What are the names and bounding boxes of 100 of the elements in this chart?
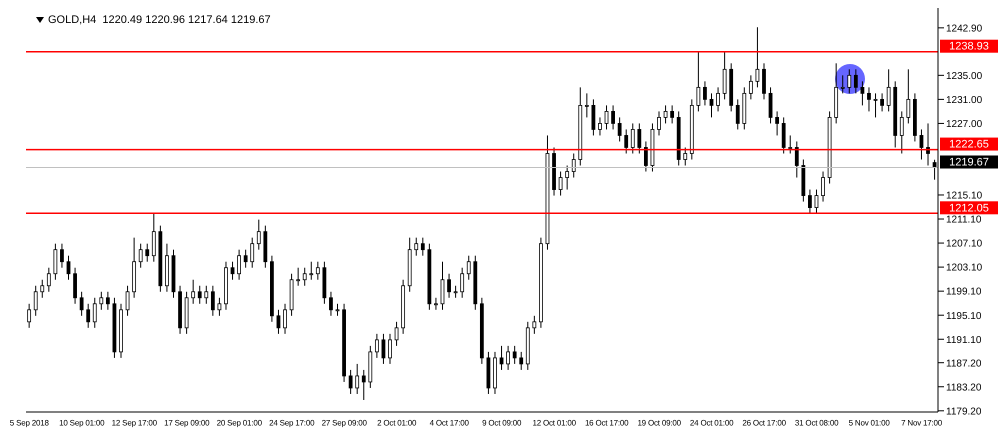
- y-tick-label: 1203.10: [946, 262, 983, 274]
- ref-line-label: 1219.67: [949, 156, 989, 168]
- x-tick-label: 17 Sep 09:00: [164, 418, 210, 428]
- candlestick: [60, 243, 64, 268]
- candlestick: [256, 219, 261, 250]
- candlestick: [808, 189, 812, 214]
- x-tick-label: 10 Sep 01:00: [59, 418, 106, 428]
- y-tick-label: 1211.10: [946, 214, 982, 226]
- candlestick: [388, 333, 392, 364]
- candlestick: [66, 255, 70, 280]
- candlestick: [906, 68, 910, 124]
- candlestick: [460, 267, 464, 298]
- candlestick: [900, 110, 904, 154]
- candlestick: [598, 116, 602, 136]
- candlestick: [703, 80, 707, 106]
- candlestick: [670, 104, 674, 124]
- y-tick-label: 1183.20: [946, 382, 982, 394]
- x-tick-label: 24 Sep 17:00: [269, 418, 316, 428]
- candlestick: [506, 345, 510, 370]
- candlestick: [867, 86, 871, 112]
- x-tick-label: 5 Nov 01:00: [848, 418, 890, 428]
- y-tick-label: 1191.10: [946, 334, 982, 346]
- y-tick-label: 1187.20: [946, 358, 982, 370]
- ref-line-label: 1212.05: [949, 202, 989, 214]
- candlestick: [296, 267, 300, 286]
- candlestick: [500, 345, 504, 370]
- candlestick: [880, 92, 884, 112]
- candlestick: [847, 68, 852, 94]
- candlestick: [788, 134, 792, 154]
- candlestick: [191, 279, 196, 304]
- y-tick-label: 1207.10: [946, 238, 983, 250]
- candlestick: [420, 237, 425, 256]
- x-tick-label: 5 Sep 2018: [10, 418, 50, 428]
- candlestick: [86, 303, 90, 328]
- candlestick: [756, 26, 760, 88]
- candlestick: [604, 104, 608, 130]
- candlestick: [237, 249, 241, 280]
- candlestick: [329, 291, 333, 316]
- ref-line-label: 1238.93: [949, 40, 989, 53]
- candlestick: [106, 291, 110, 310]
- candlestick: [644, 140, 648, 172]
- x-tick-label: 19 Oct 09:00: [637, 418, 682, 428]
- candlestick: [611, 104, 615, 130]
- candlestick: [710, 92, 714, 118]
- candlestick: [886, 68, 891, 112]
- text: GOLD,H4 1220.49 1220.96 1217.64 1219.67: [48, 14, 271, 26]
- candlestick: [664, 104, 668, 124]
- x-tick-label: 2 Oct 01:00: [377, 418, 418, 428]
- candlestick: [336, 303, 340, 316]
- candlestick: [565, 165, 570, 190]
- candlestick: [814, 189, 818, 214]
- candlestick: [584, 92, 589, 118]
- candlestick: [210, 285, 215, 316]
- x-tick-label: 4 Oct 17:00: [430, 418, 470, 428]
- candlestick: [46, 267, 51, 292]
- y-tick-label: 1195.10: [946, 310, 982, 322]
- candlestick: [374, 333, 379, 358]
- candlestick: [748, 74, 753, 100]
- candlestick: [519, 351, 524, 370]
- y-tick-label: 1242.90: [946, 23, 983, 34]
- candlestick: [394, 321, 398, 346]
- y-tick-label: 1227.00: [946, 118, 983, 130]
- candlestick: [250, 237, 254, 268]
- candlestick: [775, 110, 780, 136]
- candlestick: [355, 363, 360, 394]
- candlestick: [316, 261, 320, 280]
- candlestick: [218, 297, 222, 316]
- candlestick: [860, 80, 864, 106]
- candlestick: [145, 243, 150, 262]
- x-tick-label: 12 Oct 01:00: [532, 418, 577, 428]
- x-tick-label: 24 Oct 01:00: [690, 418, 734, 428]
- candlestick: [874, 92, 878, 118]
- candlestick: [244, 249, 248, 268]
- candlestick: [92, 297, 97, 328]
- candlestick: [683, 146, 688, 166]
- x-tick-label: 9 Oct 09:00: [482, 418, 522, 428]
- y-tick-label: 1231.00: [946, 94, 983, 106]
- ref-line-label: 1222.65: [949, 138, 989, 151]
- candlestick: [821, 171, 825, 202]
- candlestick: [532, 315, 536, 334]
- x-tick-label: 20 Sep 01:00: [216, 418, 263, 428]
- candlestick: [854, 68, 858, 94]
- x-tick-label: 27 Sep 09:00: [322, 418, 368, 428]
- candlestick: [230, 261, 234, 280]
- candlestick: [204, 285, 208, 304]
- y-tick-label: 1235.00: [946, 70, 983, 82]
- candlestick: [283, 303, 287, 334]
- y-tick-label: 1199.10: [946, 286, 982, 298]
- candlestick: [637, 122, 642, 154]
- candlestick: [34, 285, 38, 316]
- candlestick: [840, 74, 845, 94]
- x-tick-label: 7 Nov 17:00: [901, 418, 943, 428]
- candlestick: [454, 285, 458, 298]
- candlestick: [466, 255, 471, 280]
- x-tick-label: 12 Sep 17:00: [112, 418, 158, 428]
- candlestick: [618, 116, 622, 142]
- candlestick: [624, 128, 628, 154]
- candlestick: [434, 297, 438, 310]
- candlestick: [696, 50, 700, 112]
- candlestick: [126, 285, 130, 316]
